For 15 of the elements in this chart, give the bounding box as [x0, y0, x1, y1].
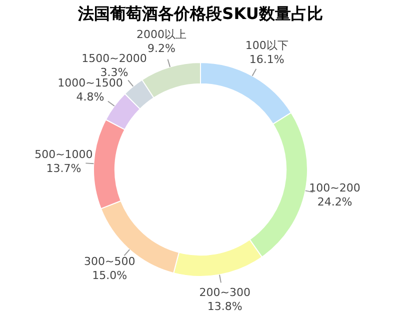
data-label: 16.1% — [249, 52, 284, 66]
slice-label: 200~300 — [199, 286, 250, 300]
slice-label: 100以下 — [245, 38, 288, 52]
data-label: 13.7% — [46, 162, 82, 176]
data-label: 9.2% — [148, 42, 176, 55]
chart-title: 法国葡萄酒各价格段SKU数量占比 — [77, 4, 324, 25]
slice-label: 100~200 — [309, 182, 360, 195]
data-label: 15.0% — [92, 268, 128, 282]
slice-label: 2000以上 — [136, 28, 186, 41]
data-label: 4.8% — [76, 90, 104, 104]
data-label: 24.2% — [317, 196, 352, 209]
slice-label: 1500~2000 — [82, 52, 147, 66]
slice-label: 500~1000 — [34, 148, 93, 162]
data-label: 13.8% — [207, 300, 242, 314]
slice-label: 300~500 — [84, 254, 136, 268]
